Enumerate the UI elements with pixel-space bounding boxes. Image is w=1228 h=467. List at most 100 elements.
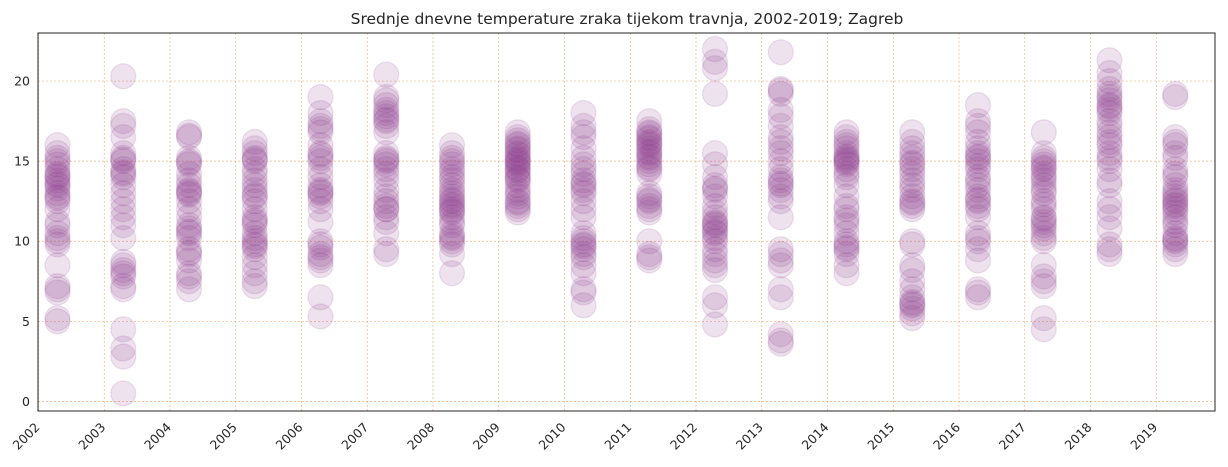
data-point [438,183,466,210]
x-tick-label: 2015 [864,420,897,453]
data-point [504,141,531,168]
data-point [241,268,268,295]
data-point [767,276,794,303]
data-point [636,192,663,220]
data-point [438,159,466,186]
data-point [504,167,531,194]
data-point [44,170,71,197]
data-point [636,196,663,223]
data-point [44,276,71,303]
data-point [373,204,400,231]
data-point [307,178,334,205]
data-point [504,127,531,154]
data-point [899,189,926,216]
data-point [1096,236,1123,263]
data-point [833,146,860,173]
data-point [1030,139,1057,167]
data-point [241,207,268,234]
data-point [899,228,926,255]
data-point [44,220,71,247]
data-point [767,252,794,279]
x-tick-label: 2016 [930,419,963,452]
data-point [833,155,860,183]
data-point [1030,196,1057,223]
data-point [1162,144,1189,172]
data-point [44,279,71,306]
data-point [504,139,531,167]
data-point [44,252,71,279]
data-point [175,220,203,247]
data-point [570,160,597,188]
data-point [701,215,729,242]
data-point [833,240,860,268]
data-point [1162,128,1189,156]
data-point [438,228,466,255]
data-point [899,304,926,332]
data-point [110,196,137,223]
data-point [307,172,334,199]
data-point [701,256,729,284]
data-point [964,143,992,170]
data-point [504,131,531,159]
data-point [1030,176,1057,204]
x-tick-label: 2008 [404,419,437,452]
data-point [899,188,926,215]
data-point [307,252,334,279]
data-point [833,220,860,247]
data-point [175,268,203,295]
data-point [899,295,926,322]
data-point [175,180,203,207]
data-point [241,139,268,167]
data-point [307,107,334,135]
data-point [964,139,992,167]
data-point [570,279,597,306]
data-point [964,279,992,306]
data-point [636,144,663,172]
data-point [241,196,268,223]
data-point [373,196,400,223]
x-tick-label: 2012 [667,420,700,453]
data-point [241,155,268,183]
data-point [570,260,597,287]
data-point [504,176,531,204]
data-point [767,147,794,175]
data-point [570,196,597,223]
data-point [899,155,926,183]
data-point [504,123,531,151]
data-point [241,208,268,236]
y-tick-label: 20 [14,74,30,89]
data-point [1096,231,1123,258]
plot-frame [37,32,1216,412]
data-point [701,151,729,178]
data-point [701,35,729,63]
data-point [175,160,203,188]
data-point [438,240,466,268]
data-point [767,96,794,124]
data-point [570,240,597,268]
data-point [701,236,729,263]
data-point [110,164,137,191]
data-point [241,128,268,156]
data-point [833,231,860,258]
data-point [570,135,597,162]
data-point [175,149,203,176]
data-point [636,119,663,146]
data-point [899,172,926,199]
data-point [833,228,860,255]
data-point [570,252,597,279]
data-point [899,119,926,146]
data-point [438,223,466,250]
data-point [833,123,860,151]
data-point [767,330,794,357]
data-point [241,232,268,260]
data-point [241,183,268,210]
data-point [373,119,400,146]
data-point [767,39,794,66]
data-point [504,136,531,164]
data-point [899,151,926,178]
data-point [110,256,137,284]
data-point [636,199,663,226]
data-point [1030,119,1057,146]
data-point [701,204,729,231]
data-point [1030,224,1057,252]
